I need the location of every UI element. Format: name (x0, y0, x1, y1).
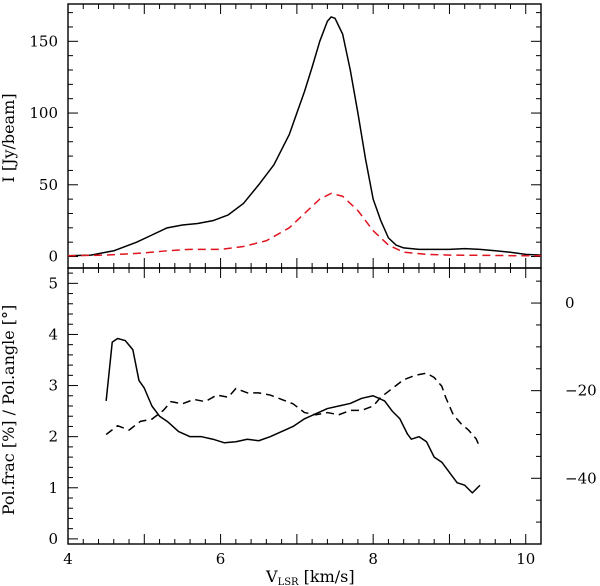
top-y-axis-label: I [Jy/beam] (0, 93, 18, 182)
x-tick-label: 10 (516, 550, 535, 568)
y-tick-label: 2 (48, 428, 58, 446)
y2-tick-label: −20 (565, 382, 597, 400)
x-axis-label-main: V (265, 567, 278, 586)
y-tick-label: 0 (48, 248, 58, 266)
bottom-y-axis-label: Pol.frac [%] / Pol.angle [°] (0, 305, 18, 516)
y-tick-label: 50 (39, 176, 58, 194)
y-tick-label: 4 (48, 325, 58, 343)
y-tick-label: 150 (29, 32, 58, 50)
x-axis-label-subscript: LSR (278, 577, 299, 586)
y-tick-label: 100 (29, 104, 58, 122)
y2-tick-label: −40 (565, 469, 597, 487)
y-tick-label: 1 (48, 479, 58, 497)
bottom-panel: 0 1 2 3 4 5 0 −20 −40 4 6 8 10 (48, 267, 597, 568)
x-axis-label: VLSR [km/s] (265, 567, 355, 586)
series-line-polarized-intensity (68, 192, 541, 257)
series-line-polarization-angle (105, 372, 481, 448)
y-tick-label: 0 (48, 530, 58, 548)
series-line-stokes-i (68, 16, 541, 257)
series-line-polarization-fraction (105, 337, 481, 494)
x-tick-label: 8 (368, 550, 378, 568)
y-tick-label: 3 (48, 377, 58, 395)
x-axis-label-unit: [km/s] (299, 567, 355, 586)
x-tick-label: 6 (216, 550, 226, 568)
panel-frame (67, 267, 542, 545)
x-tick-label: 4 (63, 550, 73, 568)
panel-frame (67, 3, 542, 269)
y2-tick-label: 0 (565, 294, 575, 312)
top-panel: 0 50 100 150 (29, 3, 542, 269)
y-tick-label: 5 (48, 274, 58, 292)
